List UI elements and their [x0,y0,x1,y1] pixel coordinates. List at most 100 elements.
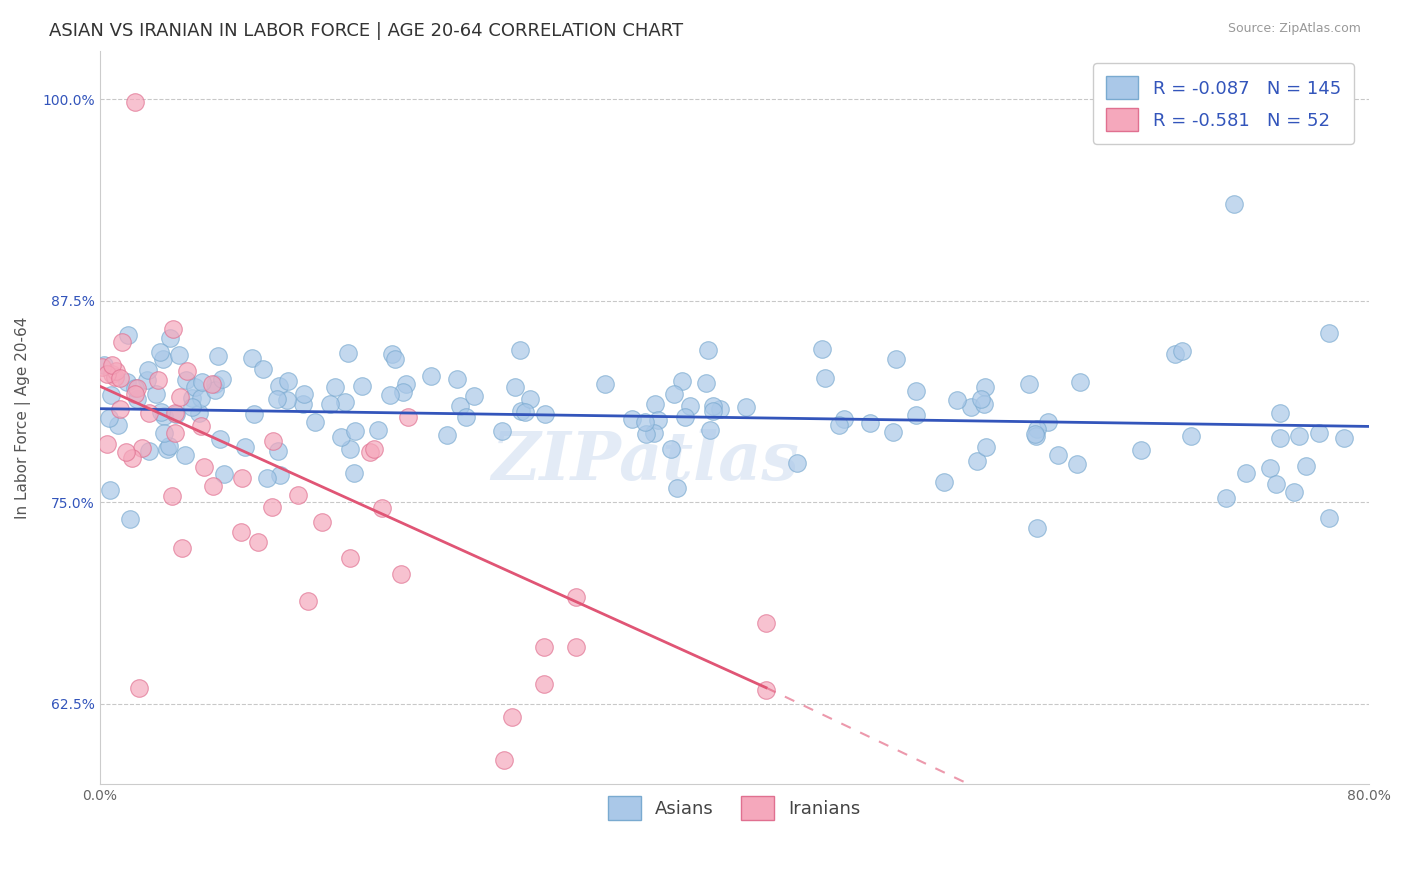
Point [436,427,458,442]
Point [970,392,993,407]
Point [501,710,523,724]
Point [519,392,541,407]
Point [157,438,180,452]
Point [664,387,686,401]
Point [882,425,904,440]
Point [945,393,967,408]
Point [98,483,121,498]
Point [644,397,666,411]
Point [153,426,176,441]
Point [828,417,851,432]
Point [419,369,441,384]
Point [191,375,214,389]
Point [735,400,758,414]
Point [671,375,693,389]
Point [1025,520,1047,534]
Point [973,397,995,411]
Point [207,349,229,363]
Point [292,397,315,411]
Point [620,412,643,426]
Point [184,380,207,394]
Point [533,677,555,691]
Point [150,405,173,419]
Point [446,372,468,386]
Point [136,373,159,387]
Point [266,392,288,406]
Point [242,408,264,422]
Point [634,416,657,430]
Text: Source: ZipAtlas.com: Source: ZipAtlas.com [1227,22,1361,36]
Point [371,501,394,516]
Point [509,343,531,357]
Point [1018,376,1040,391]
Point [267,443,290,458]
Point [108,371,131,385]
Point [176,373,198,387]
Point [1180,429,1202,443]
Point [145,387,167,401]
Point [1268,431,1291,445]
Point [104,370,127,384]
Point [212,467,235,482]
Point [138,406,160,420]
Point [1258,460,1281,475]
Point [339,442,361,457]
Point [98,411,121,425]
Point [643,425,665,440]
Point [115,375,138,389]
Point [381,347,404,361]
Point [325,379,347,393]
Point [463,389,485,403]
Point [513,405,536,419]
Point [702,404,724,418]
Point [111,335,134,350]
Point [333,394,356,409]
Point [149,344,172,359]
Point [339,551,361,566]
Point [163,406,186,420]
Point [136,363,159,377]
Point [201,479,224,493]
Point [117,328,139,343]
Point [131,441,153,455]
Point [115,445,138,459]
Point [1164,347,1187,361]
Point [190,419,212,434]
Point [101,367,124,381]
Point [564,590,586,604]
Point [252,361,274,376]
Point [494,753,516,767]
Point [1319,511,1341,525]
Point [1024,427,1046,442]
Point [974,440,997,454]
Point [107,418,129,433]
Point [176,364,198,378]
Point [193,459,215,474]
Point [1215,491,1237,505]
Point [105,364,128,378]
Point [396,409,419,424]
Point [209,433,232,447]
Point [127,392,149,407]
Point [814,370,837,384]
Point [932,475,955,489]
Point [884,351,907,366]
Point [269,379,291,393]
Point [696,343,718,358]
Point [533,640,555,655]
Point [905,384,928,398]
Point [124,381,146,395]
Point [262,434,284,449]
Point [152,351,174,366]
Point [304,416,326,430]
Point [297,594,319,608]
Point [363,442,385,456]
Point [350,378,373,392]
Point [169,348,191,362]
Y-axis label: In Labor Force | Age 20-64: In Labor Force | Age 20-64 [15,317,31,519]
Point [96,367,118,381]
Point [678,399,700,413]
Point [174,448,197,462]
Point [699,424,721,438]
Point [395,377,418,392]
